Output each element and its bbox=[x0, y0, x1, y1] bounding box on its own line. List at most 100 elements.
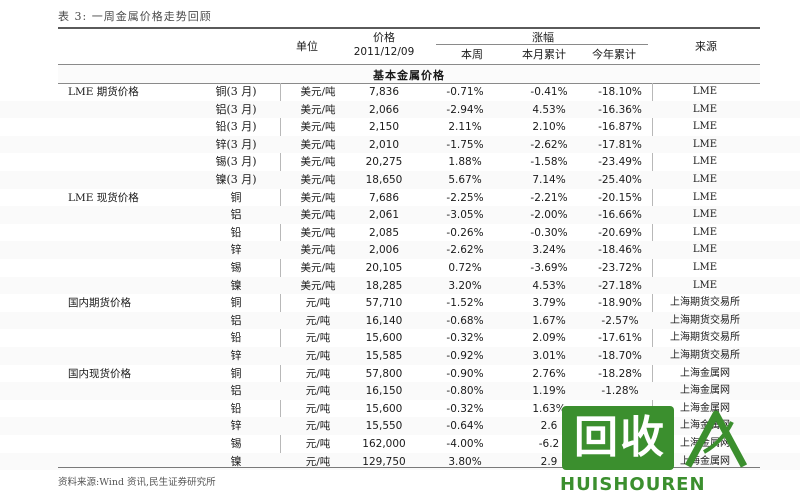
row-group-label: 国内现货价格 bbox=[68, 367, 131, 380]
price-cell: 2,150 bbox=[368, 121, 400, 134]
week-change-cell: -4.00% bbox=[446, 438, 484, 450]
week-change-cell: 2.11% bbox=[448, 121, 482, 134]
table-row: 国内现货价格 铜 元/吨 57,800 -0.90% 2.76% -18.28% 上海金属网 bbox=[0, 365, 800, 383]
source-cell: 上海金属网 bbox=[680, 438, 730, 449]
metal-name: 铝(3 月) bbox=[215, 102, 257, 116]
metal-name: 铝 bbox=[230, 208, 242, 222]
month-change-cell: 1.19% bbox=[532, 385, 566, 398]
unit-cell: 美元/吨 bbox=[300, 191, 336, 204]
month-change-cell: 1.63% bbox=[532, 402, 566, 415]
price-cell: 162,000 bbox=[362, 438, 406, 450]
source-cell: 上海金属网 bbox=[680, 455, 730, 467]
header-source: 来源 bbox=[695, 40, 717, 53]
watermark-latin: HUISHOUREN bbox=[560, 474, 706, 495]
row-group-label: LME 现货价格 bbox=[68, 191, 139, 204]
metal-name: 锌 bbox=[230, 243, 242, 257]
year-change-cell: -18.90% bbox=[598, 297, 642, 310]
table-row: 铝 美元/吨 2,061 -3.05% -2.00% -16.66% LME bbox=[0, 206, 800, 224]
week-change-cell: 3.20% bbox=[448, 279, 482, 292]
source-cell: LME bbox=[692, 209, 718, 221]
footnote: 资料来源:Wind 资讯,民生证券研究所 bbox=[58, 477, 216, 488]
unit-cell: 元/吨 bbox=[305, 420, 331, 433]
metal-name: 铅 bbox=[230, 401, 242, 415]
row-group-label: LME 期货价格 bbox=[68, 86, 139, 98]
price-cell: 16,150 bbox=[365, 385, 403, 398]
month-change-cell: 2.09% bbox=[532, 332, 566, 345]
source-cell: LME bbox=[692, 226, 718, 238]
month-change-cell: 2.6 bbox=[540, 420, 558, 433]
year-change-cell: -18.70% bbox=[598, 350, 642, 362]
row-group-label: 国内期货价格 bbox=[68, 297, 131, 310]
year-change-cell: -17.61% bbox=[598, 332, 642, 345]
header-date: 2011/12/09 bbox=[353, 46, 415, 58]
source-cell: LME bbox=[692, 156, 718, 168]
metal-name: 铅(3 月) bbox=[215, 120, 257, 134]
table-row: 铅 美元/吨 2,085 -0.26% -0.30% -20.69% LME bbox=[0, 224, 800, 242]
source-cell: 上海期货交易所 bbox=[670, 332, 740, 344]
table-row: LME 期货价格 铜(3 月) 美元/吨 7,836 -0.71% -0.41% -18.1… bbox=[0, 83, 800, 101]
table-row: 铅 元/吨 15,600 -0.32% 2.09% -17.61% 上海期货交易所 bbox=[0, 329, 800, 347]
week-change-cell: 0.72% bbox=[448, 262, 482, 274]
column-divider bbox=[652, 83, 653, 467]
price-cell: 7,686 bbox=[368, 191, 400, 204]
source-cell: LME bbox=[692, 174, 718, 185]
table-caption: 表 3: 一周金属价格走势回顾 bbox=[58, 10, 212, 23]
price-cell: 18,650 bbox=[365, 174, 403, 186]
year-change-cell: -18.46% bbox=[598, 244, 642, 257]
week-change-cell: -0.80% bbox=[446, 385, 484, 398]
month-change-cell: 1.67% bbox=[532, 314, 566, 327]
unit-cell: 元/吨 bbox=[305, 438, 331, 450]
metal-name: 铜(3 月) bbox=[215, 85, 257, 98]
unit-cell: 元/吨 bbox=[305, 455, 331, 468]
week-change-cell: -0.64% bbox=[446, 420, 484, 433]
metal-name: 锡(3 月) bbox=[215, 155, 257, 169]
metal-name: 镍 bbox=[230, 278, 242, 292]
metal-name: 铅 bbox=[230, 225, 242, 239]
month-change-cell: -2.21% bbox=[530, 191, 568, 204]
table-row: 铅(3 月) 美元/吨 2,150 2.11% 2.10% -16.87% LME bbox=[0, 118, 800, 136]
source-cell: LME bbox=[692, 262, 718, 273]
unit-cell: 美元/吨 bbox=[300, 156, 336, 169]
unit-cell: 元/吨 bbox=[305, 367, 331, 380]
week-change-cell: -2.25% bbox=[446, 191, 484, 204]
metal-name: 镍(3 月) bbox=[215, 173, 257, 186]
month-change-cell: -6.2 bbox=[538, 438, 560, 450]
price-cell: 15,585 bbox=[365, 350, 403, 362]
month-change-cell: -2.62% bbox=[530, 138, 568, 151]
year-change-cell: -2.57% bbox=[601, 314, 639, 327]
year-change-cell: -27.18% bbox=[598, 279, 642, 292]
unit-cell: 美元/吨 bbox=[300, 121, 336, 134]
price-cell: 57,800 bbox=[365, 367, 403, 380]
year-change-cell: -18.28% bbox=[598, 367, 642, 380]
table-row: 锌 元/吨 15,585 -0.92% 3.01% -18.70% 上海期货交易所 bbox=[0, 347, 800, 365]
year-change-cell: -17.81% bbox=[598, 138, 642, 151]
year-change-cell: -16.66% bbox=[598, 209, 642, 222]
week-change-cell: -0.26% bbox=[446, 226, 484, 239]
month-change-cell: -0.30% bbox=[530, 226, 568, 239]
source-cell: 上海金属网 bbox=[680, 420, 730, 432]
metal-name: 铜 bbox=[230, 366, 242, 380]
week-change-cell: -0.92% bbox=[446, 350, 484, 362]
unit-cell: 元/吨 bbox=[305, 350, 331, 362]
header-year: 今年累计 bbox=[592, 48, 636, 61]
price-cell: 15,550 bbox=[365, 420, 403, 433]
year-change-cell: -1.28% bbox=[601, 385, 639, 398]
price-cell: 2,061 bbox=[368, 209, 400, 222]
price-cell: 7,836 bbox=[368, 86, 400, 98]
table-row: 锡 美元/吨 20,105 0.72% -3.69% -23.72% LME bbox=[0, 259, 800, 277]
column-divider bbox=[280, 83, 281, 467]
unit-cell: 元/吨 bbox=[305, 332, 331, 345]
unit-cell: 美元/吨 bbox=[300, 209, 336, 222]
source-cell: LME bbox=[692, 103, 718, 115]
metal-name: 锡 bbox=[230, 437, 242, 450]
month-change-cell: -1.58% bbox=[530, 156, 568, 169]
header-price: 价格 bbox=[373, 31, 395, 44]
unit-cell: 元/吨 bbox=[305, 402, 331, 415]
table-row: 锌 美元/吨 2,006 -2.62% 3.24% -18.46% LME bbox=[0, 241, 800, 259]
unit-cell: 元/吨 bbox=[305, 385, 331, 398]
unit-cell: 美元/吨 bbox=[300, 262, 336, 274]
year-change-cell: -16.87% bbox=[598, 121, 642, 134]
table-row: 镍(3 月) 美元/吨 18,650 5.67% 7.14% -25.40% LME bbox=[0, 171, 800, 189]
watermark-mark: 回收 bbox=[574, 412, 666, 463]
metal-name: 铝 bbox=[230, 313, 242, 327]
